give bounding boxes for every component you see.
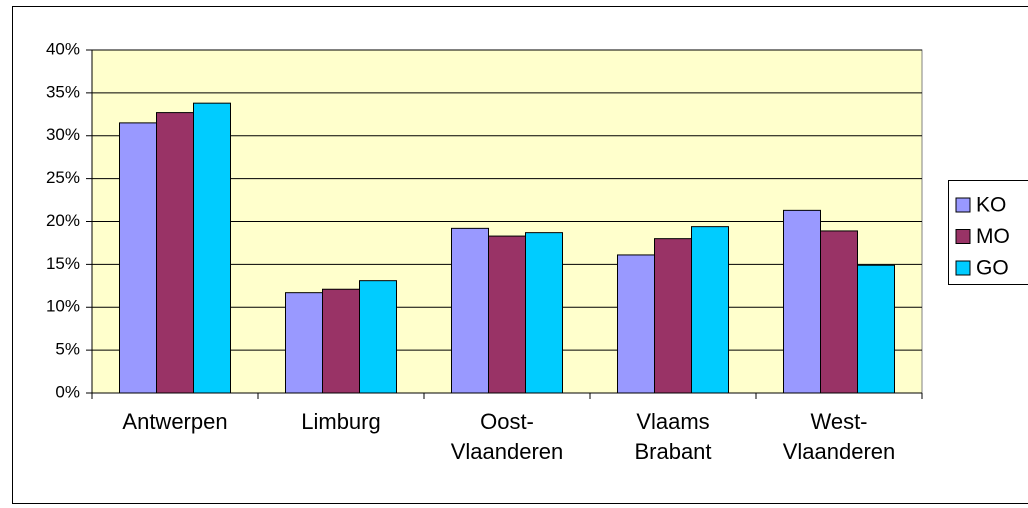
bar bbox=[322, 288, 360, 394]
x-tick-label: Limburg bbox=[301, 409, 381, 434]
bar bbox=[488, 235, 526, 394]
legend-label: KO bbox=[976, 194, 1006, 217]
y-tick-label: 5% bbox=[55, 340, 80, 359]
y-tick-label: 0% bbox=[55, 382, 80, 401]
bar bbox=[156, 112, 194, 394]
bar bbox=[451, 227, 489, 394]
y-tick-label: 30% bbox=[46, 125, 80, 144]
x-tick-label: Oost-Vlaanderen bbox=[450, 409, 564, 464]
y-tick-label: 20% bbox=[46, 211, 80, 230]
bar bbox=[193, 102, 231, 394]
bar bbox=[617, 254, 655, 394]
bar bbox=[285, 292, 323, 394]
bar bbox=[359, 280, 397, 394]
x-tick-label: Antwerpen bbox=[122, 409, 228, 434]
y-tick-label: 15% bbox=[46, 254, 80, 273]
legend-swatch bbox=[955, 229, 971, 244]
y-tick-label: 35% bbox=[46, 82, 80, 101]
legend-label: GO bbox=[976, 257, 1009, 280]
y-tick-label: 40% bbox=[46, 39, 80, 58]
bar bbox=[691, 226, 729, 394]
bar bbox=[857, 264, 895, 394]
bar bbox=[525, 232, 563, 394]
legend-swatch bbox=[955, 197, 971, 213]
bar bbox=[654, 238, 692, 394]
x-tick-label: Vlaams Brabant bbox=[634, 409, 712, 464]
x-tick-label: West-Vlaanderen bbox=[782, 409, 896, 464]
legend-swatch bbox=[955, 260, 971, 276]
y-tick-label: 10% bbox=[46, 297, 80, 316]
bar bbox=[783, 209, 821, 394]
legend-label: MO bbox=[976, 225, 1010, 248]
y-tick-label: 25% bbox=[46, 168, 80, 187]
bar bbox=[820, 230, 858, 394]
bar bbox=[119, 122, 157, 394]
